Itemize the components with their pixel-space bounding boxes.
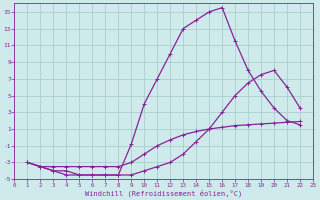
X-axis label: Windchill (Refroidissement éolien,°C): Windchill (Refroidissement éolien,°C) — [85, 189, 242, 197]
